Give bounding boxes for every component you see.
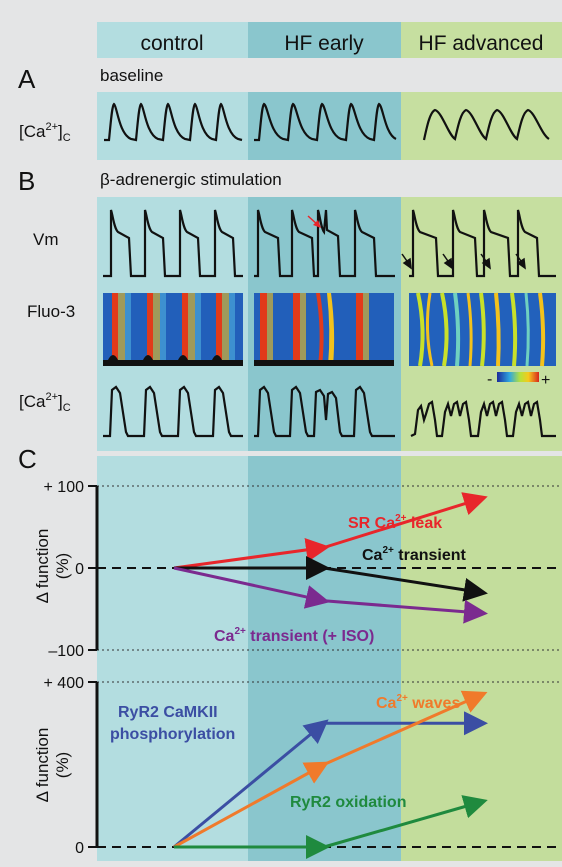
top-tick-minus100: –100: [48, 643, 84, 660]
label-ryr2-oxidation: RyR2 oxidation: [290, 794, 406, 811]
header-hf-advanced: HF advanced: [419, 32, 544, 55]
series-sr-ca-leak-segment-1: [173, 538, 330, 570]
panelB-ca-trace-hf-early: [254, 385, 395, 438]
series-ca-transient-segment-2: [323, 566, 488, 602]
series-ryr2-camkii-phosphorylation-segment-1: [173, 719, 329, 849]
hf-early-panelA-band: [248, 92, 401, 160]
label-ryr2-camkii: RyR2 CaMKII: [118, 704, 218, 721]
series-ca-transient-iso-segment-2: [323, 599, 488, 624]
panelA-ca-trace-hf-early: [254, 102, 397, 142]
panelB-ca-trace-control: [103, 385, 243, 438]
panelB-vm-label: Vm: [33, 230, 59, 249]
top-tick-zero: 0: [75, 561, 84, 578]
colorbar-minus: -: [487, 371, 492, 388]
panelA-subtitle: baseline: [100, 66, 163, 85]
panelB-ca-label: [Ca2+]C: [19, 391, 71, 414]
panelC-axes: [88, 485, 99, 848]
label-ca-waves: Ca2+ waves: [376, 693, 460, 712]
label-sr-ca-leak: SR Ca2+ leak: [348, 513, 442, 532]
top-ylabel: Δ function: [33, 529, 52, 604]
panelB-vm-trace-hf-advanced: [409, 209, 556, 278]
panel-letter-a: A: [18, 64, 36, 94]
colorbar-plus: +: [541, 372, 550, 389]
label-ryr2-phosphorylation: phosphorylation: [110, 726, 235, 743]
panelB-vm-trace-hf-early: [254, 209, 395, 278]
hf-early-header-band: [248, 22, 401, 58]
panelB-vm-trace-control: [103, 209, 243, 278]
black-arrows-icon: [401, 253, 526, 270]
control-panelA-band: [97, 92, 248, 160]
panelC-hf-advanced-band: [401, 456, 562, 861]
series-ryr2-oxidation-segment-2: [323, 795, 488, 849]
panelC-series: [173, 492, 488, 859]
control-header-band: [97, 22, 248, 58]
panelA-row-label: [Ca2+]C: [19, 121, 71, 144]
top-tick-plus100: + 100: [44, 479, 85, 496]
colorbar-gradient: [497, 372, 539, 382]
fluo3-image-hf-advanced: [409, 292, 556, 367]
bottom-tick-plus400: + 400: [44, 675, 85, 692]
header-control: control: [140, 32, 203, 55]
panelB-subtitle: β-adrenergic stimulation: [100, 170, 282, 189]
hf-advanced-panelA-band: [401, 92, 562, 160]
hf-advanced-header-band: [401, 22, 562, 58]
series-sr-ca-leak-segment-2: [323, 492, 488, 549]
label-ca-transient: Ca2+ transient: [362, 545, 467, 564]
header-hf-early: HF early: [284, 32, 364, 55]
series-ca-waves-segment-2: [323, 690, 488, 766]
top-ylabel-unit: (%): [53, 553, 72, 579]
panelB-fluo-label: Fluo-3: [27, 302, 75, 321]
panelA-ca-trace-control: [104, 102, 243, 142]
panel-letter-b: B: [18, 166, 35, 196]
panelC-control-band: [97, 456, 248, 861]
label-ca-transient-iso: Ca2+ transient (+ ISO): [214, 626, 374, 645]
bottom-ylabel: Δ function: [33, 728, 52, 803]
bottom-tick-zero: 0: [75, 840, 84, 857]
fluo3-image-hf-early: [254, 293, 394, 366]
colorbar: - +: [487, 371, 550, 389]
panelA-ca-trace-hf-advanced: [422, 108, 550, 141]
series-ca-transient-iso-segment-1: [173, 566, 330, 609]
fluo3-image-control: [103, 293, 243, 366]
bottom-ylabel-unit: (%): [53, 752, 72, 778]
series-ca-waves-segment-1: [173, 761, 330, 849]
panelB-ca-trace-hf-advanced: [410, 400, 556, 438]
panel-letter-c: C: [18, 444, 37, 474]
red-arrow-icon: [307, 215, 321, 228]
